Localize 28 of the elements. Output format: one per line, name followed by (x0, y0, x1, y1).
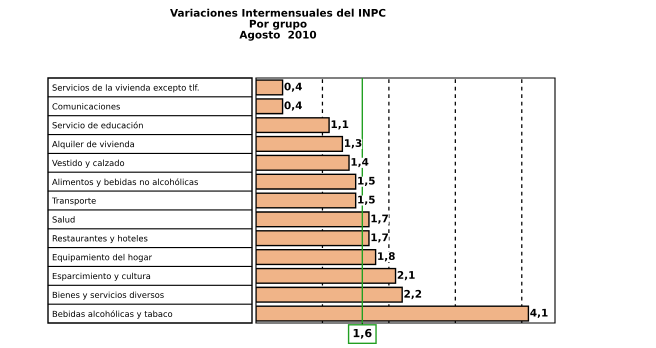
data-label: 0,4 (284, 101, 302, 111)
data-label: 1,1 (332, 120, 348, 130)
data-label: 1,8 (378, 252, 395, 262)
ref-line-label: 1,6 (354, 328, 372, 339)
data-label: 1,7 (372, 214, 388, 224)
data-label: 1,3 (344, 139, 362, 148)
y-tick-label: Restaurantes y hoteles (52, 235, 148, 244)
data-label: 1,5 (358, 196, 375, 205)
y-tick-label: Esparcimiento y cultura (52, 272, 150, 281)
y-tick-label: Comunicaciones (52, 103, 120, 110)
y-tick-label: Servicio de educación (52, 122, 143, 128)
y-tick-label: Servicios de la vivienda excepto tlf. (52, 84, 199, 92)
data-label: 2,1 (398, 271, 415, 280)
data-label: 2,2 (404, 290, 422, 300)
y-tick-label: Salud (52, 216, 75, 223)
y-tick-label: Alimentos y bebidas no alcohólicas (52, 178, 198, 187)
data-label: 1,7 (372, 233, 388, 243)
y-tick-label: Bebidas alcohólicas y tabaco (52, 310, 172, 319)
y-tick-label: Equipamiento del hogar (52, 254, 152, 262)
y-tick-label: Transporte (52, 198, 96, 206)
y-tick-label: Vestido y calzado (52, 160, 124, 168)
data-label: 1,4 (352, 158, 368, 168)
y-tick-label: Bienes y servicios diversos (52, 292, 164, 300)
chart-title: Variaciones Intermensuales del INPC Por grupo Agosto 2010 (170, 8, 386, 41)
data-label: 1,5 (358, 176, 375, 186)
y-tick-label: Alquiler de vivienda (52, 140, 134, 149)
data-label: 0,4 (284, 82, 302, 92)
data-label: 4,1 (530, 308, 548, 318)
